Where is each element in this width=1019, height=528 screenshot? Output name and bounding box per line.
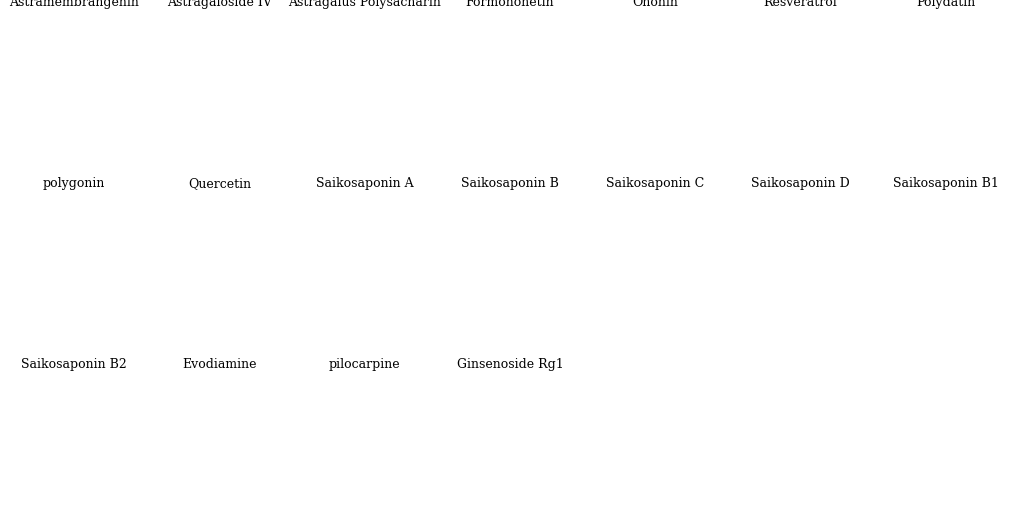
- Title: Evodiamine: Evodiamine: [182, 359, 257, 372]
- Title: Resveratrol: Resveratrol: [763, 0, 837, 10]
- Title: Saikosaponin C: Saikosaponin C: [605, 177, 704, 191]
- Title: Astragalus Polysacharin: Astragalus Polysacharin: [288, 0, 441, 10]
- Title: Ononin: Ononin: [632, 0, 678, 10]
- Title: Quercetin: Quercetin: [187, 177, 251, 191]
- Title: Formononetin: Formononetin: [466, 0, 553, 10]
- Title: Saikosaponin B2: Saikosaponin B2: [21, 359, 127, 372]
- Title: Astragaloside IV: Astragaloside IV: [167, 0, 272, 10]
- Title: polygonin: polygonin: [43, 177, 105, 191]
- Title: Saikosaponin A: Saikosaponin A: [316, 177, 413, 191]
- Title: Polydatin: Polydatin: [915, 0, 974, 10]
- Title: Saikosaponin B: Saikosaponin B: [461, 177, 558, 191]
- Title: Astramembrangenin: Astramembrangenin: [9, 0, 139, 10]
- Title: Ginsenoside Rg1: Ginsenoside Rg1: [457, 359, 562, 372]
- Title: pilocarpine: pilocarpine: [328, 359, 400, 372]
- Title: Saikosaponin D: Saikosaponin D: [750, 177, 849, 191]
- Title: Saikosaponin B1: Saikosaponin B1: [892, 177, 998, 191]
